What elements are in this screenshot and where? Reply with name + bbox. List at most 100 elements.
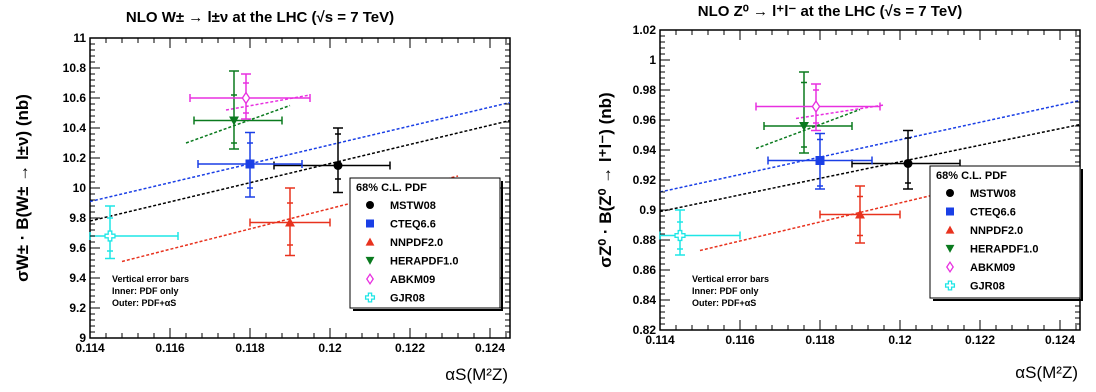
legend-swatch-gjr08 — [364, 292, 376, 303]
y-tick-label: 10.8 — [63, 61, 87, 75]
legend-item-nnpdf2-0: NNPDF2.0 — [945, 225, 1023, 237]
marker-mstw08 — [903, 159, 913, 168]
legend-entries: MSTW08 CTEQ6.6 NNPDF2.0 HERAPDF1.0 ABKM09 GJR… — [944, 188, 1038, 293]
x-tick-label: 0.116 — [155, 341, 185, 355]
error-bars-abkm09 — [189, 73, 311, 120]
legend-label: CTEQ6.6 — [970, 207, 1016, 219]
error-bar-note: Vertical error bars Inner: PDF only Oute… — [112, 274, 189, 308]
x-tick-label: 0.12 — [888, 333, 912, 347]
legend-label: GJR08 — [390, 293, 425, 305]
band-line-herapdf1-0 — [185, 104, 291, 144]
error-bar-layer — [89, 70, 391, 260]
legend-item-cteq6-6: CTEQ6.6 — [366, 219, 436, 231]
legend-label: HERAPDF1.0 — [390, 256, 458, 268]
legend: 68% C.L. PDF MSTW08 CTEQ6.6 NNPDF2.0 HERAPD… — [349, 177, 503, 311]
x-tick-labels: 0.114 0.116 0.118 0.12 0.122 0.124 — [645, 333, 1075, 347]
error-bar-layer — [659, 71, 961, 256]
note-line-2: Inner: PDF only — [692, 286, 759, 296]
x-tick-label: 0.122 — [395, 341, 425, 355]
y-tick-label: 0.84 — [633, 293, 657, 307]
z-boson-panel: NLO Z⁰ → l⁺l⁻ at the LHC (√s = 7 TeV) 0.… — [596, 3, 1083, 382]
y-tick-label: 9.2 — [69, 301, 86, 315]
legend-entries: MSTW08 CTEQ6.6 NNPDF2.0 HERAPDF1.0 ABKM09 GJR… — [364, 200, 458, 305]
legend-swatch-mstw08 — [366, 201, 374, 209]
y-tick-label: 10 — [73, 181, 87, 195]
legend-item-herapdf1-0: HERAPDF1.0 — [945, 244, 1038, 256]
x-tick-labels: 0.114 0.116 0.118 0.12 0.122 0.124 — [75, 341, 505, 355]
x-tick-label: 0.114 — [75, 341, 105, 355]
legend-item-mstw08: MSTW08 — [946, 188, 1016, 200]
marker-layer — [104, 91, 343, 242]
legend-swatch-nnpdf2-0 — [365, 237, 375, 246]
marker-mstw08 — [333, 161, 343, 170]
y-tick-label: 0.86 — [633, 263, 657, 277]
y-tick-label: 9.6 — [69, 241, 86, 255]
x-tick-label: 0.114 — [645, 333, 675, 347]
legend-swatch-gjr08 — [944, 280, 956, 291]
legend-swatch-herapdf1-0 — [365, 256, 375, 265]
marker-abkm09 — [241, 91, 251, 105]
error-bars-gjr08 — [659, 209, 741, 256]
x-tick-label: 0.116 — [725, 333, 755, 347]
y-tick-label: 11 — [73, 31, 86, 45]
legend-title: 68% C.L. PDF — [356, 182, 427, 194]
y-tick-label: 0.96 — [633, 113, 657, 127]
error-bars-herapdf1-0 — [193, 70, 283, 150]
note-line-3: Outer: PDF+αS — [692, 298, 756, 308]
marker-gjr08 — [104, 230, 116, 242]
legend-item-herapdf1-0: HERAPDF1.0 — [365, 256, 458, 268]
note-line-3: Outer: PDF+αS — [112, 298, 176, 308]
error-bars-mstw08 — [273, 127, 391, 194]
legend-item-abkm09: ABKM09 — [946, 261, 1015, 274]
marker-cteq6-6 — [245, 159, 255, 169]
legend-swatch-nnpdf2-0 — [945, 225, 955, 234]
legend-swatch-herapdf1-0 — [945, 244, 955, 253]
legend-label: NNPDF2.0 — [970, 225, 1023, 237]
x-tick-label: 0.122 — [965, 333, 995, 347]
marker-cteq6-6 — [815, 156, 825, 165]
x-tick-label: 0.118 — [805, 333, 835, 347]
note-line-1: Vertical error bars — [692, 274, 769, 284]
y-tick-labels: 9 9.2 9.4 9.6 9.8 10 10.2 10.4 10.6 10.8 11 — [63, 31, 87, 345]
y-tick-label: 10.6 — [63, 91, 87, 105]
note-line-1: Vertical error bars — [112, 274, 189, 284]
x-tick-label: 0.12 — [318, 341, 342, 355]
chart-title: NLO Z⁰ → l⁺l⁻ at the LHC (√s = 7 TeV) — [698, 3, 962, 20]
marker-layer — [674, 99, 913, 242]
legend-item-mstw08: MSTW08 — [366, 200, 436, 212]
y-axis-label: σZ⁰ · B(Z⁰ → l⁺l⁻) (nb) — [596, 92, 615, 267]
y-tick-label: 1.02 — [633, 23, 657, 37]
legend-label: ABKM09 — [970, 262, 1015, 274]
marker-herapdf1-0 — [799, 121, 809, 131]
error-bar-note: Vertical error bars Inner: PDF only Oute… — [692, 274, 769, 308]
x-tick-label: 0.124 — [1045, 333, 1075, 347]
error-bars-herapdf1-0 — [763, 71, 853, 154]
legend-label: MSTW08 — [390, 200, 436, 212]
y-tick-label: 0.98 — [633, 83, 657, 97]
legend-box — [349, 177, 501, 309]
legend-item-gjr08: GJR08 — [364, 292, 425, 305]
y-tick-label: 0.92 — [633, 173, 657, 187]
band-line-mstw08 — [659, 123, 1081, 213]
legend-item-nnpdf2-0: NNPDF2.0 — [365, 237, 443, 249]
legend-label: HERAPDF1.0 — [970, 244, 1038, 256]
legend-swatch-cteq6-6 — [366, 219, 374, 228]
legend-item-cteq6-6: CTEQ6.6 — [946, 207, 1016, 219]
y-tick-label: 9.8 — [69, 211, 86, 225]
y-tick-label: 9.4 — [69, 271, 86, 285]
legend-swatch-abkm09 — [366, 273, 374, 285]
marker-nnpdf2-0 — [285, 217, 295, 227]
legend-swatch-abkm09 — [946, 261, 954, 273]
y-tick-label: 1 — [649, 53, 656, 67]
legend-box — [929, 165, 1081, 299]
legend-label: MSTW08 — [970, 188, 1016, 200]
error-bars-gjr08 — [89, 205, 179, 260]
legend-label: GJR08 — [970, 281, 1005, 293]
axis-ticks — [659, 29, 1080, 331]
marker-gjr08 — [674, 229, 686, 242]
y-tick-label: 0.9 — [639, 203, 656, 217]
x-axis-label: αS(M²Z) — [445, 365, 508, 384]
x-tick-label: 0.124 — [475, 341, 505, 355]
legend-swatch-cteq6-6 — [946, 207, 954, 216]
